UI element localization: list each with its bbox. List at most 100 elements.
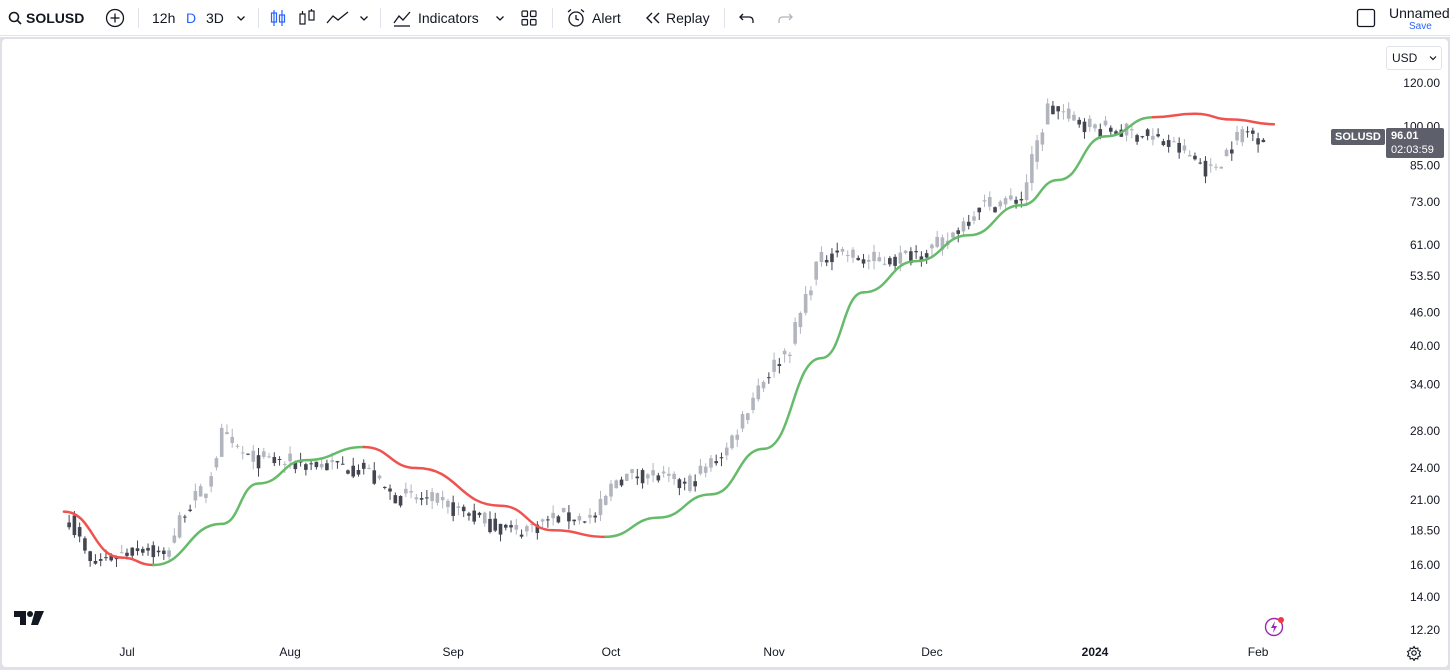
indicators-label: Indicators [418,10,479,26]
candle-body [703,466,708,473]
replay-button[interactable]: Replay [644,0,710,36]
candle-body [1251,130,1255,134]
candle-body [503,524,508,528]
candle-body [340,463,345,465]
time-tick-label: 2024 [1082,645,1109,659]
whats-new-button[interactable] [1264,615,1286,637]
candle-body [714,461,719,464]
candle-body [235,445,240,447]
interval-d[interactable]: D [186,10,197,26]
candle-body [777,364,782,367]
redo-button[interactable] [776,0,794,36]
symbol-search[interactable]: SOLUSD [8,0,84,36]
candle-body [609,483,613,497]
candle-body [1187,154,1192,157]
bars-style-button[interactable] [297,0,317,36]
settings-button[interactable] [1406,645,1422,662]
candle-body [819,251,824,263]
candle-body [1009,195,1013,200]
candle-body [593,515,598,518]
candle-body [903,250,908,254]
candle-body [861,259,866,264]
candle-body [893,256,897,266]
candle-body [798,312,803,328]
candle-body [530,523,534,525]
moving-average-segment [762,356,823,451]
compare-button[interactable] [105,0,125,36]
candle-body [1003,198,1008,205]
candle-body [814,261,818,280]
candle-body [630,469,634,473]
candle-body [1177,142,1181,153]
candle-body [167,550,171,557]
candle-body [1098,129,1103,138]
save-link[interactable]: Save [1409,21,1432,32]
candle-body [488,518,492,533]
candle-body [361,462,366,469]
layout-name: Unnamed [1389,5,1450,21]
time-tick-label: Nov [763,645,784,659]
candle-body [1214,166,1218,168]
candle-body [1166,140,1171,147]
undo-button[interactable] [738,0,756,36]
chart-pane[interactable]: 120.00 100.00 85.00 73.00 61.00 53.50 46.00 40.… [2,39,1448,667]
candle-body [572,519,576,522]
candles-style-button[interactable] [268,0,288,36]
candle-body [688,475,692,492]
currency-selector[interactable]: USD [1386,46,1442,70]
candle-body [856,257,861,261]
gear-icon [1406,645,1422,662]
candle-body [845,255,850,257]
bar-chart-icon [299,9,315,25]
candle-body [283,463,287,465]
interval-dropdown[interactable] [235,0,247,36]
moving-average-segment [362,445,418,470]
grid-icon [521,10,537,26]
candle-body [972,216,976,221]
candle-body [993,207,997,213]
candle-body [924,253,929,258]
candle-body [588,515,592,518]
candle-body [188,509,192,511]
moving-average-segment [304,445,365,462]
candle-body [198,486,203,497]
candle-body [682,481,687,484]
indicators-dropdown[interactable] [494,0,506,36]
divider [724,8,725,28]
interval-12h[interactable]: 12h [152,10,176,26]
layout-button[interactable] [520,0,538,36]
candle-body [598,498,603,516]
candle-body [582,521,587,523]
candle-body [1056,106,1060,112]
tradingview-logo[interactable] [14,609,46,627]
candle-body [151,545,156,558]
candle-body [414,497,419,500]
candle-body [603,495,608,505]
candle-body [735,434,740,440]
candle-body [1019,198,1024,201]
price-tick-label: 85.00 [1410,158,1440,172]
candle-body [940,237,945,250]
chart-type-dropdown[interactable] [358,0,370,36]
line-style-button[interactable] [326,0,350,36]
candle-body [840,248,845,252]
moving-average-segment [1193,112,1234,121]
interval-3d[interactable]: 3D [206,10,224,26]
moving-average-segment [1020,178,1060,207]
candle-body [745,413,750,421]
candle-body [1035,140,1039,162]
price-chart[interactable]: 120.00100.0085.0073.0061.0053.5046.0040.… [2,39,1448,667]
alert-button[interactable]: Alert [565,0,621,36]
price-tick-label: 34.00 [1410,378,1440,392]
candle-body [409,491,413,493]
candle-body [451,502,455,516]
alarm-clock-icon [567,9,585,27]
moving-average-segment [709,447,765,496]
indicators-button[interactable]: Indicators [392,0,479,36]
candle-body [230,436,235,443]
layout-menu-button[interactable] [1356,0,1376,36]
candle-body [546,519,550,521]
candle-body [1172,141,1176,143]
candle-body [398,496,403,506]
layout-name-block[interactable]: Unnamed Save [1389,5,1450,32]
